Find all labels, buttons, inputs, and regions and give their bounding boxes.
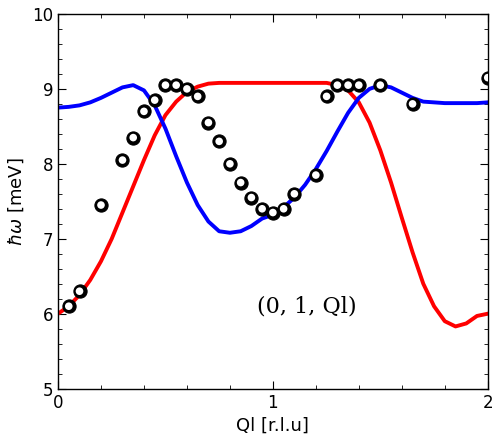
Point bbox=[162, 82, 170, 89]
Point bbox=[140, 108, 148, 115]
Y-axis label: $\hbar\omega$ [meV]: $\hbar\omega$ [meV] bbox=[7, 157, 26, 246]
Point bbox=[290, 190, 298, 197]
Point bbox=[376, 82, 384, 89]
Point bbox=[484, 74, 492, 81]
Point bbox=[280, 205, 287, 212]
Point bbox=[226, 160, 234, 168]
Point bbox=[280, 205, 287, 212]
Point bbox=[258, 205, 266, 212]
Point bbox=[334, 82, 342, 89]
Point bbox=[322, 93, 330, 100]
Point bbox=[204, 119, 212, 126]
Text: (0, 1, Ql): (0, 1, Ql) bbox=[258, 295, 357, 317]
Point bbox=[150, 97, 158, 104]
Point bbox=[204, 119, 212, 126]
Point bbox=[97, 202, 105, 209]
Point bbox=[172, 82, 180, 89]
Point bbox=[408, 100, 416, 107]
Point bbox=[236, 179, 244, 186]
Point bbox=[322, 93, 330, 100]
Point bbox=[355, 82, 363, 89]
Point bbox=[150, 97, 158, 104]
Point bbox=[183, 85, 191, 92]
Point bbox=[183, 85, 191, 92]
Point bbox=[162, 82, 170, 89]
Point bbox=[194, 93, 202, 100]
Point bbox=[376, 82, 384, 89]
Point bbox=[258, 205, 266, 212]
Point bbox=[97, 202, 105, 209]
Point bbox=[194, 93, 202, 100]
Point bbox=[290, 190, 298, 197]
Point bbox=[129, 134, 137, 141]
Point bbox=[269, 209, 277, 216]
Point bbox=[269, 209, 277, 216]
Point bbox=[215, 138, 223, 145]
Point bbox=[344, 82, 352, 89]
Point bbox=[312, 171, 320, 179]
Point bbox=[248, 194, 256, 201]
Point bbox=[65, 303, 73, 310]
Point bbox=[408, 100, 416, 107]
Point bbox=[118, 156, 126, 164]
Point bbox=[215, 138, 223, 145]
Point bbox=[140, 108, 148, 115]
Point bbox=[312, 171, 320, 179]
Point bbox=[129, 134, 137, 141]
Point bbox=[65, 303, 73, 310]
Point bbox=[76, 288, 84, 295]
Point bbox=[76, 288, 84, 295]
Point bbox=[226, 160, 234, 168]
Point bbox=[344, 82, 352, 89]
Point bbox=[118, 156, 126, 164]
Point bbox=[484, 74, 492, 81]
Point bbox=[248, 194, 256, 201]
Point bbox=[172, 82, 180, 89]
Point bbox=[334, 82, 342, 89]
X-axis label: Ql [r.l.u]: Ql [r.l.u] bbox=[236, 417, 310, 435]
Point bbox=[355, 82, 363, 89]
Point bbox=[236, 179, 244, 186]
